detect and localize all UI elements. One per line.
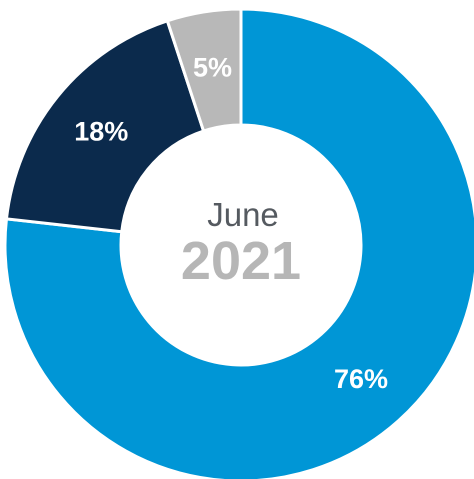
donut-slice-3 bbox=[165, 7, 243, 133]
center-month-label: June bbox=[207, 196, 279, 233]
slice-labels: 76% 18% 5% bbox=[74, 52, 388, 394]
slice-data-label-2: 18% bbox=[74, 117, 128, 147]
donut-slice-1 bbox=[3, 7, 474, 479]
center-year-label: 2021 bbox=[181, 231, 301, 291]
donut-slice-2 bbox=[4, 18, 206, 234]
slice-data-label-1: 76% bbox=[334, 364, 388, 394]
slice-data-label-3: 5% bbox=[193, 52, 232, 82]
donut-slices bbox=[3, 7, 474, 479]
